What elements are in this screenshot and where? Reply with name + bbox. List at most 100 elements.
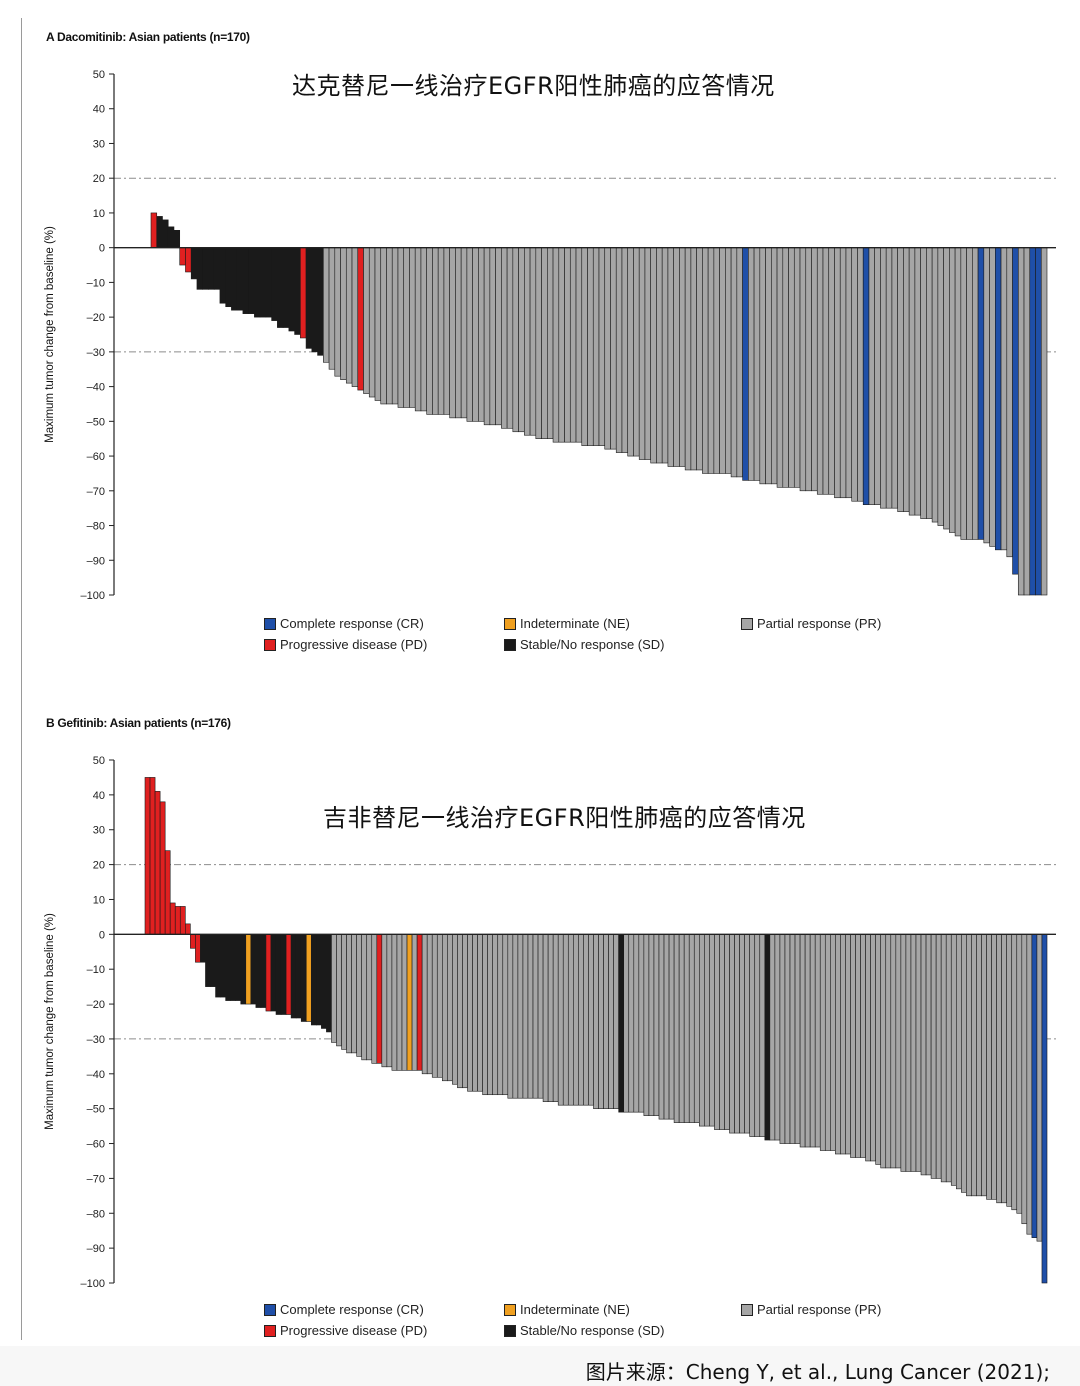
bar-pr (334, 247, 341, 377)
bar-sd (205, 934, 211, 987)
bar-sd (270, 934, 277, 1012)
bar-sd (321, 934, 327, 1029)
bar-pr (633, 247, 640, 457)
bar-pr (328, 247, 336, 370)
bar-pr (910, 934, 917, 1172)
bar-sd (280, 934, 287, 1015)
bar-pr (374, 247, 382, 401)
bar-pr (501, 247, 508, 429)
bar-pd (149, 777, 156, 935)
bar-pr (613, 934, 619, 1109)
bar-pd (357, 247, 364, 391)
bar-pr (552, 934, 559, 1102)
bar-sd (213, 247, 221, 290)
bar-pr (908, 247, 916, 516)
bar-cr (995, 247, 1002, 551)
bar-pr (633, 934, 640, 1113)
bar-sd (764, 934, 771, 1141)
bar-pr (466, 247, 473, 422)
bar-pr (981, 934, 987, 1197)
bar-pr (673, 247, 680, 467)
bar-pr (391, 247, 399, 405)
bar-pr (552, 247, 560, 443)
bar-pr (874, 247, 881, 505)
bar-cr (1029, 247, 1036, 596)
bar-sd (310, 934, 317, 1026)
bar-pr (961, 934, 967, 1193)
bar-pd (179, 247, 186, 266)
legend-swatch (264, 617, 276, 630)
bar-pr (1006, 934, 1013, 1207)
y-tick-label: –100 (81, 1278, 105, 1290)
bar-pr (341, 934, 347, 1050)
bar-pr (541, 247, 548, 440)
panel-b-gefitinib: B Gefitinib: Asian patients (n=176) Maxi… (0, 690, 1080, 1350)
bar-pr (805, 247, 812, 492)
bar-pr (483, 247, 491, 426)
bar-cr (742, 247, 749, 481)
bar-pd (265, 934, 272, 1012)
legend-label: Partial response (PR) (757, 1302, 882, 1317)
bar-pr (598, 934, 604, 1109)
legend-label: Indeterminate (NE) (520, 616, 630, 631)
y-tick-label: –90 (87, 1243, 105, 1255)
bar-cr (977, 247, 985, 540)
bar-pr (452, 934, 458, 1085)
bar-sd (219, 247, 226, 304)
y-tick-label: –90 (87, 555, 105, 567)
bar-cr (1035, 247, 1042, 596)
bar-pr (663, 934, 670, 1120)
legend-swatch (504, 1324, 516, 1337)
bar-ne (406, 934, 413, 1071)
bar-pr (346, 934, 352, 1054)
bar-pr (522, 934, 529, 1099)
bar-pr (489, 247, 496, 426)
bar-pr (816, 247, 824, 495)
bar-pr (749, 934, 756, 1137)
panel-a-chinese-title: 达克替尼一线治疗EGFR阳性肺癌的应答情况 (292, 72, 775, 100)
bar-pr (914, 247, 921, 516)
bar-pr (535, 247, 542, 440)
bar-pr (851, 247, 858, 502)
bar-sd (156, 216, 163, 248)
bar-pr (443, 247, 450, 415)
y-tick-label: –60 (87, 451, 105, 463)
legend-item-ne: Indeterminate (NE) (504, 616, 630, 631)
legend-item-sd: Stable/No response (SD) (504, 637, 665, 652)
bar-pr (381, 934, 388, 1068)
bar-pr (799, 934, 806, 1148)
bar-pr (920, 247, 927, 519)
bar-pr (653, 934, 660, 1116)
bar-pr (356, 934, 362, 1057)
bar-pr (432, 247, 439, 415)
bar-pr (774, 934, 781, 1141)
y-tick-label: –60 (87, 1139, 105, 1151)
left-border-rule (21, 18, 22, 1340)
bar-pr (949, 247, 956, 533)
bar-sd (225, 247, 232, 308)
bar-pr (734, 934, 740, 1134)
bar-pr (782, 247, 789, 488)
bar-pr (857, 247, 864, 502)
bar-pr (478, 247, 485, 422)
y-tick-label: 50 (93, 755, 105, 767)
y-tick-label: –100 (81, 590, 105, 602)
bar-pr (704, 934, 710, 1127)
bar-pr (880, 934, 887, 1169)
bar-pr (986, 934, 992, 1200)
y-tick-label: –70 (87, 1173, 105, 1185)
bar-pr (779, 934, 786, 1144)
bar-pr (667, 247, 674, 467)
bar-pr (940, 934, 947, 1183)
bar-pr (920, 934, 927, 1176)
bar-pr (368, 247, 376, 398)
bar-sd (230, 934, 237, 1001)
bar-pr (588, 934, 594, 1106)
bar-pr (769, 934, 776, 1141)
bar-pr (729, 934, 735, 1134)
bar-sd (326, 934, 332, 1033)
bar-pd (185, 247, 192, 273)
bar-pr (839, 247, 847, 499)
y-tick-label: 40 (93, 790, 105, 802)
bar-sd (240, 934, 247, 1005)
